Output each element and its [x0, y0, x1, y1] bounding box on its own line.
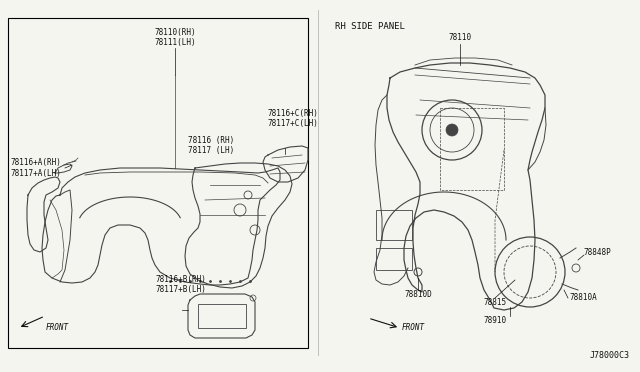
Text: 78110: 78110	[449, 33, 472, 42]
Bar	[376, 248, 412, 270]
Text: 78810D: 78810D	[404, 290, 432, 299]
Text: 78110(RH)
78111(LH): 78110(RH) 78111(LH)	[154, 28, 196, 47]
Bar	[376, 210, 412, 240]
Circle shape	[446, 124, 458, 136]
Text: FRONT: FRONT	[46, 324, 69, 333]
Text: 78910: 78910	[483, 316, 507, 325]
Text: 78116+B(RH)
78117+B(LH): 78116+B(RH) 78117+B(LH)	[155, 275, 206, 294]
Text: 78848P: 78848P	[584, 247, 612, 257]
Text: 78810A: 78810A	[570, 294, 598, 302]
Text: 78116+A(RH)
78117+A(LH): 78116+A(RH) 78117+A(LH)	[10, 158, 61, 178]
Text: J78000C3: J78000C3	[590, 351, 630, 360]
Text: 78116+C(RH)
78117+C(LH): 78116+C(RH) 78117+C(LH)	[268, 109, 319, 128]
Text: FRONT: FRONT	[402, 324, 425, 333]
Bar	[198, 304, 246, 328]
Bar	[8, 18, 308, 348]
Text: RH SIDE PANEL: RH SIDE PANEL	[335, 22, 405, 31]
Text: 78815: 78815	[483, 298, 507, 307]
Text: 78116 (RH)
78117 (LH): 78116 (RH) 78117 (LH)	[188, 136, 234, 155]
